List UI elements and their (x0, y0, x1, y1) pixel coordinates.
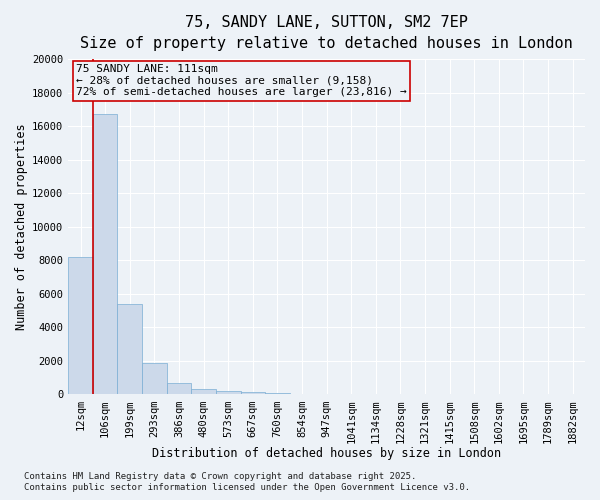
Title: 75, SANDY LANE, SUTTON, SM2 7EP
Size of property relative to detached houses in : 75, SANDY LANE, SUTTON, SM2 7EP Size of … (80, 15, 573, 51)
Bar (93, 114, 118, 394)
Text: Contains HM Land Registry data © Crown copyright and database right 2025.
Contai: Contains HM Land Registry data © Crown c… (24, 472, 470, 492)
Bar (118, 304, 142, 394)
Bar (68, 257, 93, 394)
Text: 75 SANDY LANE: 111sqm
← 28% of detached houses are smaller (9,158)
72% of semi-d: 75 SANDY LANE: 111sqm ← 28% of detached … (76, 64, 407, 98)
Bar (265, 393, 290, 394)
Y-axis label: Number of detached properties: Number of detached properties (15, 124, 28, 330)
X-axis label: Distribution of detached houses by size in London: Distribution of detached houses by size … (152, 447, 501, 460)
Bar (241, 392, 265, 394)
Bar (167, 384, 191, 394)
Bar (191, 389, 216, 394)
Bar (216, 390, 241, 394)
Bar (142, 363, 167, 394)
